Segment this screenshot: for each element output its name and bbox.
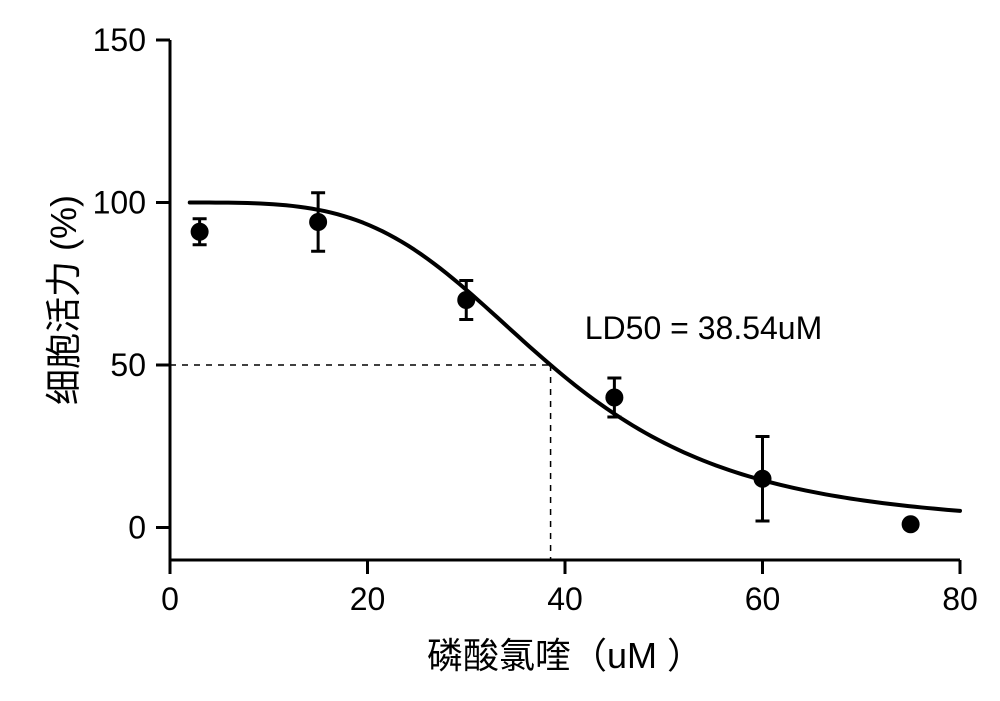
data-point (191, 223, 209, 241)
y-tick-label: 0 (128, 510, 146, 546)
data-point (605, 389, 623, 407)
chart-svg: 0 20 40 60 80 0 50 100 150 磷酸氯喹（uM ） 细胞活力 (%) LD50 … (0, 0, 1000, 701)
chart-background (0, 0, 1000, 701)
y-tick-label: 100 (93, 185, 146, 221)
x-tick-label: 20 (350, 581, 386, 617)
x-axis-label: 磷酸氯喹（uM ） (427, 635, 703, 676)
x-tick-label: 40 (547, 581, 583, 617)
y-tick-label: 150 (93, 22, 146, 58)
data-point (309, 213, 327, 231)
x-tick-label: 80 (942, 581, 978, 617)
x-tick-label: 0 (161, 581, 179, 617)
data-point (902, 515, 920, 533)
x-tick-label: 60 (745, 581, 781, 617)
y-tick-label: 50 (110, 347, 146, 383)
data-point (754, 470, 772, 488)
data-point (457, 291, 475, 309)
ld50-annotation: LD50 = 38.54uM (585, 310, 823, 346)
y-axis-label: 细胞活力 (%) (43, 195, 84, 405)
dose-response-chart: 0 20 40 60 80 0 50 100 150 磷酸氯喹（uM ） 细胞活力 (%) LD50 … (0, 0, 1000, 701)
